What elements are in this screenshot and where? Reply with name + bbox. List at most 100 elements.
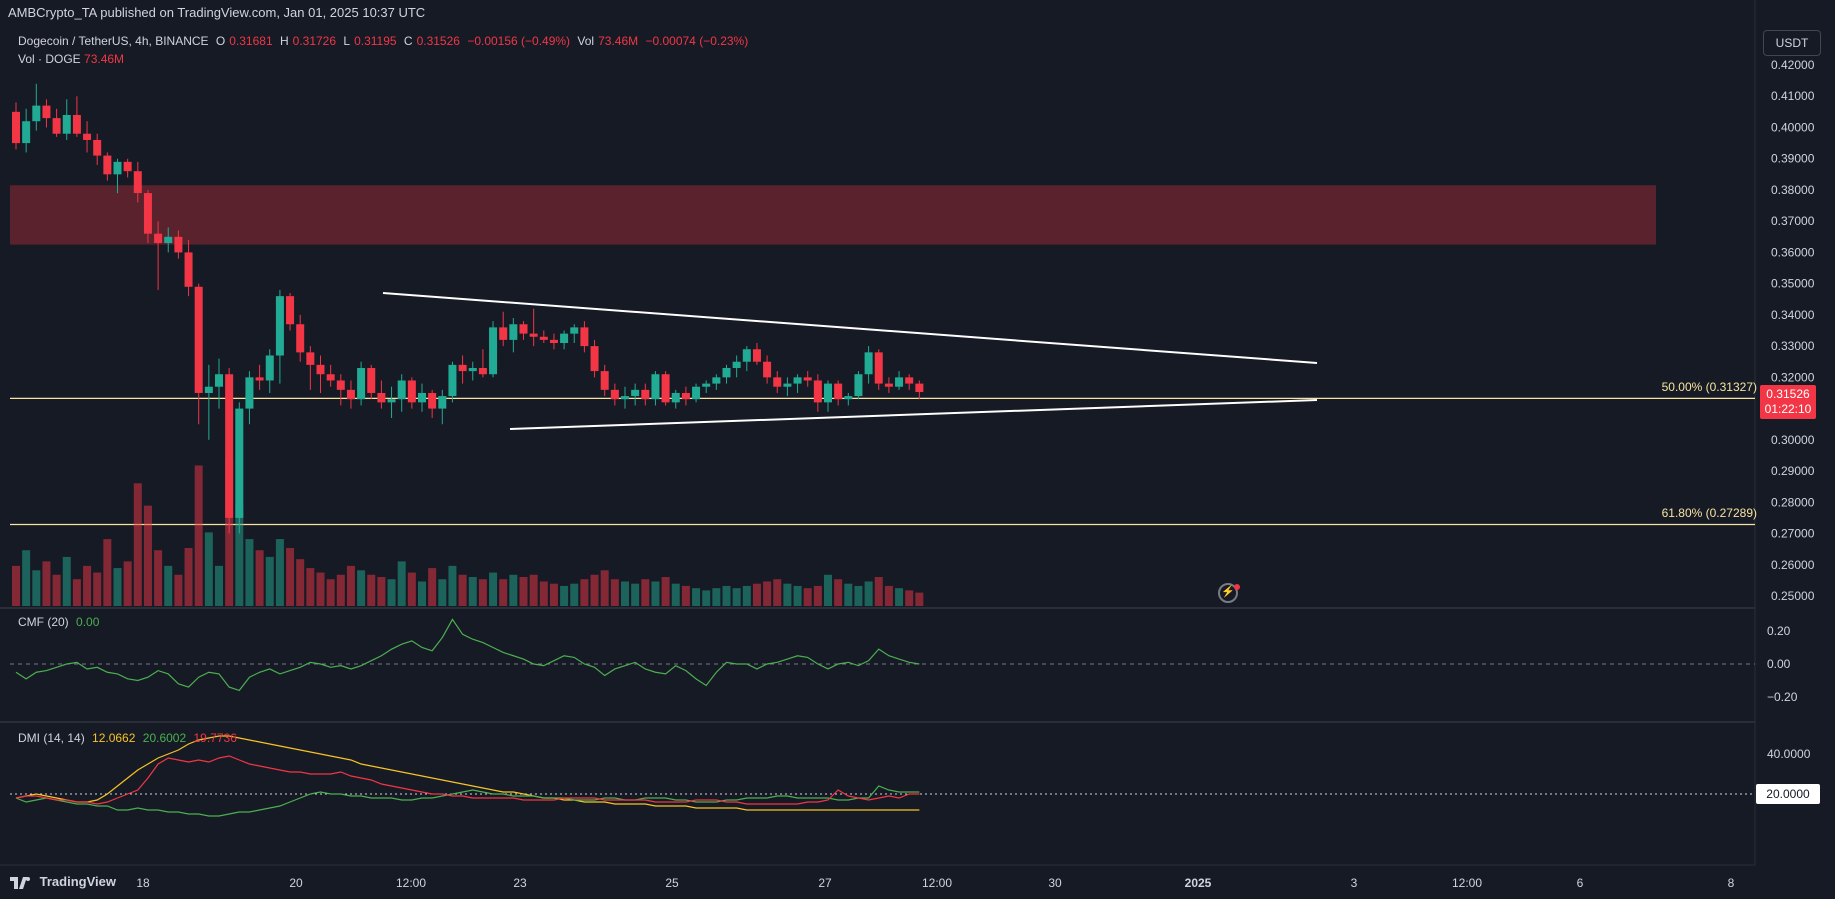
- candle[interactable]: [803, 377, 812, 381]
- candle[interactable]: [438, 396, 447, 409]
- candle[interactable]: [824, 383, 832, 403]
- cmf-legend[interactable]: CMF (20) 0.00: [18, 615, 99, 629]
- candle[interactable]: [854, 374, 863, 397]
- candle[interactable]: [22, 121, 31, 144]
- candle[interactable]: [641, 389, 650, 400]
- dmi-minus-line[interactable]: [15, 755, 920, 805]
- candle[interactable]: [834, 383, 843, 400]
- candle[interactable]: [346, 389, 355, 400]
- candle[interactable]: [560, 333, 569, 343]
- candle[interactable]: [336, 380, 345, 390]
- candle[interactable]: [326, 374, 335, 381]
- candle[interactable]: [905, 377, 914, 384]
- candle[interactable]: [529, 333, 538, 337]
- candle[interactable]: [570, 327, 579, 334]
- candle[interactable]: [874, 352, 883, 384]
- candle[interactable]: [12, 111, 20, 144]
- candle[interactable]: [83, 133, 92, 140]
- candle[interactable]: [397, 380, 406, 400]
- volume-legend[interactable]: Vol · DOGE 73.46M: [18, 52, 124, 66]
- candle[interactable]: [692, 386, 701, 400]
- symbol-legend[interactable]: Dogecoin / TetherUS, 4h, BINANCE O 0.3168…: [18, 34, 752, 48]
- candle[interactable]: [793, 377, 802, 384]
- candle[interactable]: [215, 374, 223, 387]
- candle[interactable]: [580, 327, 589, 347]
- candle[interactable]: [245, 377, 254, 409]
- candle[interactable]: [549, 339, 558, 343]
- candle[interactable]: [62, 114, 71, 134]
- candle[interactable]: [133, 171, 142, 194]
- candle[interactable]: [316, 364, 325, 375]
- candle[interactable]: [752, 349, 761, 362]
- candle[interactable]: [255, 377, 264, 381]
- cmf-line[interactable]: [15, 618, 920, 692]
- candle[interactable]: [123, 161, 132, 172]
- candle[interactable]: [600, 371, 609, 390]
- candle[interactable]: [296, 324, 305, 353]
- candle[interactable]: [732, 361, 741, 368]
- candle[interactable]: [651, 374, 660, 400]
- candle[interactable]: [235, 408, 244, 518]
- candle[interactable]: [844, 396, 853, 400]
- candle[interactable]: [499, 327, 508, 340]
- candle[interactable]: [671, 392, 680, 403]
- candle[interactable]: [204, 386, 213, 393]
- candle[interactable]: [621, 396, 629, 400]
- candle[interactable]: [489, 327, 498, 375]
- candle[interactable]: [286, 296, 295, 325]
- candle[interactable]: [722, 367, 731, 378]
- candle[interactable]: [895, 377, 904, 387]
- candle[interactable]: [783, 383, 792, 387]
- candle[interactable]: [174, 236, 183, 253]
- candle[interactable]: [367, 367, 376, 393]
- candle[interactable]: [915, 383, 924, 393]
- candle[interactable]: [357, 367, 366, 400]
- candle[interactable]: [407, 380, 416, 403]
- candle[interactable]: [884, 383, 893, 387]
- candle[interactable]: [590, 346, 599, 372]
- candle[interactable]: [225, 374, 234, 518]
- candle[interactable]: [610, 389, 619, 400]
- currency-button[interactable]: USDT: [1763, 30, 1821, 56]
- candle[interactable]: [864, 352, 873, 375]
- candle[interactable]: [702, 383, 711, 387]
- candle[interactable]: [184, 252, 193, 287]
- candle[interactable]: [448, 364, 457, 397]
- candle[interactable]: [306, 352, 315, 365]
- candle[interactable]: [154, 233, 163, 244]
- dmi-legend[interactable]: DMI (14, 14) 12.0662 20.6002 19.7736: [18, 731, 237, 745]
- candle[interactable]: [428, 392, 437, 409]
- candle[interactable]: [681, 392, 690, 400]
- dmi-adx-line[interactable]: [15, 735, 920, 811]
- candle[interactable]: [418, 392, 426, 403]
- candle[interactable]: [468, 367, 477, 372]
- candle[interactable]: [387, 399, 396, 403]
- candle[interactable]: [72, 114, 81, 134]
- candle[interactable]: [661, 374, 670, 403]
- triangle-upper-trendline[interactable]: [382, 292, 1318, 364]
- candle[interactable]: [813, 380, 822, 403]
- tradingview-logo[interactable]: TradingView: [10, 874, 116, 889]
- candle[interactable]: [539, 336, 548, 340]
- candle[interactable]: [103, 155, 112, 175]
- candle[interactable]: [113, 161, 122, 175]
- candle[interactable]: [712, 377, 721, 384]
- candle[interactable]: [275, 296, 284, 356]
- candle[interactable]: [773, 377, 782, 387]
- candle[interactable]: [93, 139, 102, 156]
- candle[interactable]: [377, 392, 386, 403]
- candle[interactable]: [631, 389, 640, 397]
- candle[interactable]: [52, 118, 61, 134]
- candle[interactable]: [42, 105, 51, 119]
- triangle-lower-trendline[interactable]: [509, 399, 1318, 430]
- candle[interactable]: [509, 324, 518, 340]
- candle[interactable]: [478, 367, 487, 375]
- supply-zone[interactable]: [10, 185, 1656, 245]
- candle[interactable]: [265, 355, 274, 381]
- dmi-plus-line[interactable]: [15, 785, 920, 817]
- alert-icon[interactable]: ⚡: [1218, 583, 1238, 603]
- candle[interactable]: [143, 193, 152, 234]
- candle[interactable]: [458, 364, 467, 372]
- candle[interactable]: [164, 236, 173, 244]
